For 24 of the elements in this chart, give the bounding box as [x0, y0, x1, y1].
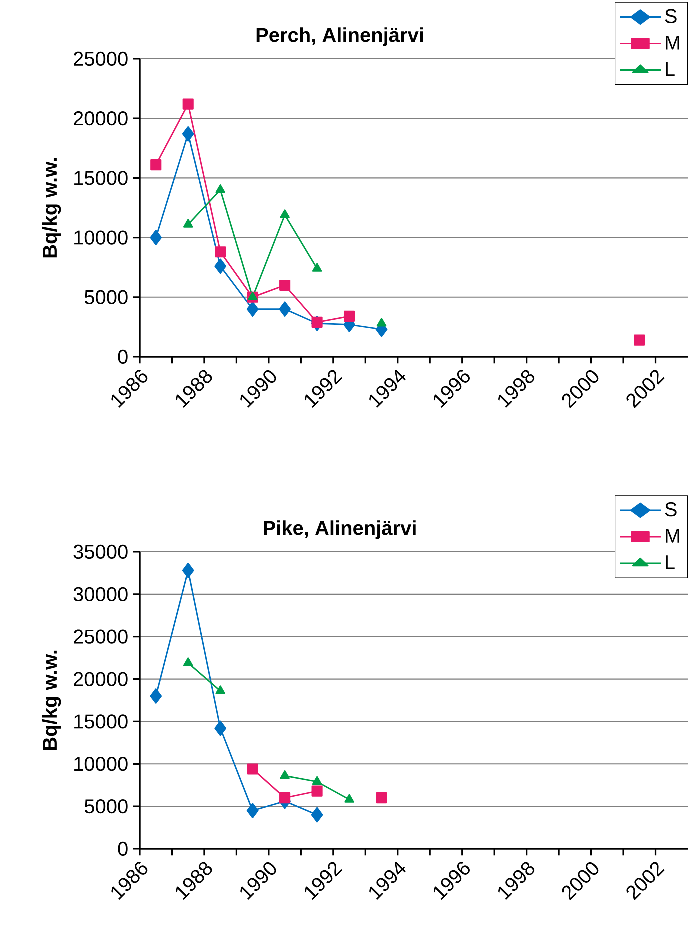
legend-label: S — [665, 9, 677, 24]
legend-label: L — [666, 62, 675, 76]
legend-label: M — [666, 529, 680, 543]
y-tick-label: 25000 — [74, 52, 128, 66]
y-tick-label: 10000 — [74, 230, 128, 245]
chart-title: Pike, Alinenjärvi — [264, 520, 416, 540]
y-tick-label: 15000 — [74, 171, 128, 186]
y-tick-label: 5000 — [84, 799, 128, 814]
y-tick-label: 35000 — [74, 544, 128, 560]
y-axis-title: Bq/kg w.w. — [42, 158, 62, 258]
y-tick-label: 15000 — [74, 714, 128, 729]
y-tick-label: 0 — [118, 842, 128, 856]
y-tick-label: 0 — [118, 350, 128, 364]
y-tick-label: 20000 — [74, 112, 128, 126]
legend-label: S — [665, 502, 677, 517]
y-axis-title: Bq/kg w.w. — [42, 650, 62, 750]
y-tick-label: 25000 — [74, 630, 128, 644]
y-tick-label: 10000 — [74, 757, 128, 772]
y-tick-label: 5000 — [84, 290, 128, 304]
y-tick-label: 20000 — [74, 672, 128, 686]
y-tick-label: 30000 — [74, 587, 128, 602]
legend-label: M — [666, 36, 680, 50]
legend-label: L — [666, 556, 675, 570]
chart-title: Perch, Alinenjärvi — [256, 28, 424, 46]
